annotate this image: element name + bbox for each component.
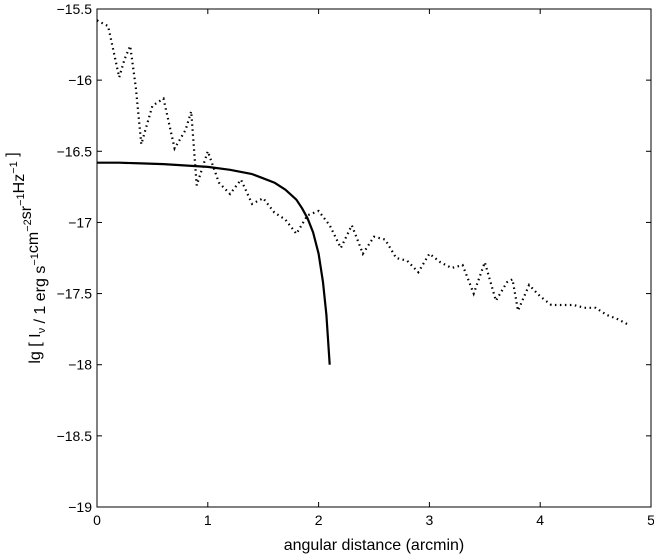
y-axis-label: lg [ Iν / 1 erg s−1cm−2sr−1Hz−1 ] — [4, 152, 49, 363]
plot-frame — [96, 8, 652, 508]
y-tick-label: −18 — [68, 357, 92, 373]
y-label-superscript: −1 — [8, 161, 20, 174]
x-tick-label: 2 — [315, 512, 323, 528]
y-label-superscript: −1 — [15, 193, 27, 206]
y-tick-label: −17.5 — [57, 286, 93, 302]
y-tick-label: −16 — [68, 72, 92, 88]
series-layer — [96, 19, 630, 365]
ticks-layer: 0 1 2 3 4 5 −19 −18.5 −18 −17.5 −17 −16.5 −16 −15.5 — [57, 1, 654, 528]
y-label-subscript: ν — [36, 327, 48, 333]
y-label-text: lg [ I — [27, 333, 44, 363]
y-tick-label: −17 — [68, 214, 92, 230]
y-label-text: cm — [25, 232, 42, 253]
y-label-text: / 1 erg s — [32, 266, 49, 328]
y-label-text: ] — [4, 152, 21, 161]
dotted-series-line — [96, 19, 630, 326]
x-tick-label: 4 — [536, 512, 544, 528]
y-tick-label: −19 — [68, 499, 92, 515]
y-tick-label: −16.5 — [57, 143, 93, 159]
x-tick-label: 1 — [204, 512, 212, 528]
y-tick-label: −18.5 — [57, 428, 93, 444]
x-tick-label: 5 — [647, 512, 654, 528]
solid-series-line — [97, 161, 331, 365]
y-label-superscript: −1 — [29, 253, 41, 266]
plot-area — [96, 8, 652, 508]
y-tick-label: −15.5 — [57, 1, 93, 17]
x-tick-label: 0 — [93, 512, 101, 528]
x-tick-label: 3 — [426, 512, 434, 528]
y-label-superscript: −2 — [22, 219, 34, 232]
y-label-text: Hz — [11, 174, 28, 194]
x-axis-label: angular distance (arcmin) — [284, 537, 465, 554]
y-label-text: sr — [18, 205, 35, 219]
